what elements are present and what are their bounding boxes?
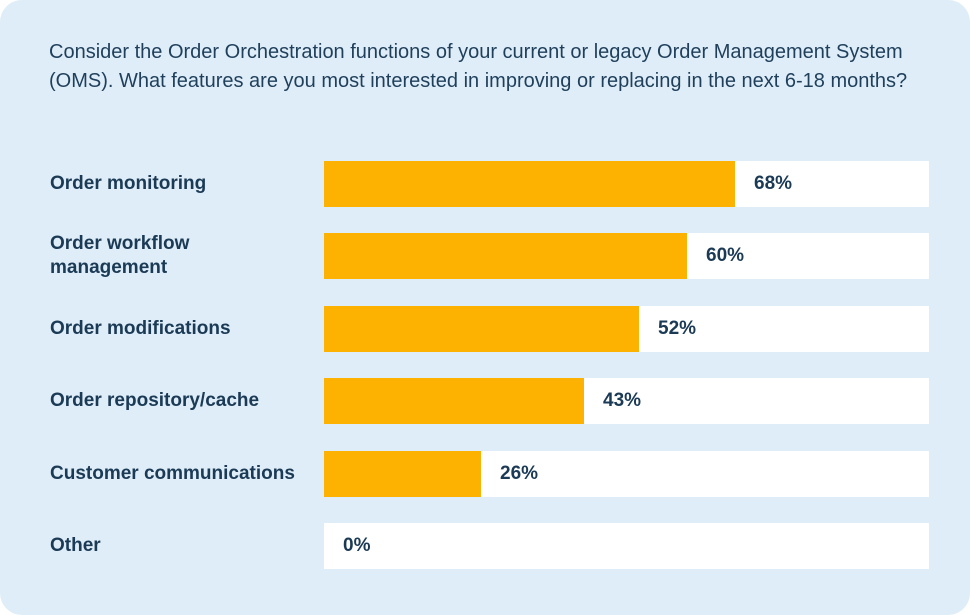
bar-row: Order monitoring 68% [0,161,970,207]
bar [324,161,735,207]
bar-row: Order workflow management 60% [0,233,970,279]
value-label: 60% [706,245,745,266]
value-label: 68% [754,173,793,194]
bar-track: 43% [324,378,929,424]
category-label: Order modifications [50,318,231,339]
bar [324,378,584,424]
bar-row: Order modifications 52% [0,306,970,352]
category-label: Order workflow management [50,233,190,278]
value-label: 0% [343,535,371,556]
bar [324,233,687,279]
value-label: 43% [603,390,642,411]
bar [324,451,481,497]
bar-track: 0% [324,523,929,569]
category-label: Customer communications [50,463,295,484]
bar-track: 26% [324,451,929,497]
bar-row: Order repository/cache 43% [0,378,970,424]
category-label: Order repository/cache [50,390,260,411]
bar-track: 60% [324,233,929,279]
bar-row: Other 0% [0,523,970,569]
bar-track: 52% [324,306,929,352]
bar-track: 68% [324,161,929,207]
category-label: Other [50,535,101,556]
question-text: Consider the Order Orchestration functio… [49,41,908,92]
category-label: Order monitoring [50,173,207,194]
bar [324,306,639,352]
value-label: 52% [658,318,697,339]
bar-row: Customer communications 26% [0,451,970,497]
value-label: 26% [500,463,539,484]
